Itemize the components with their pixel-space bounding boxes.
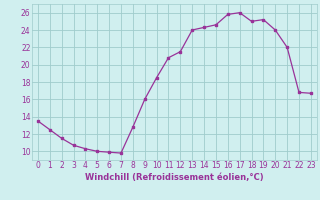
X-axis label: Windchill (Refroidissement éolien,°C): Windchill (Refroidissement éolien,°C) xyxy=(85,173,264,182)
